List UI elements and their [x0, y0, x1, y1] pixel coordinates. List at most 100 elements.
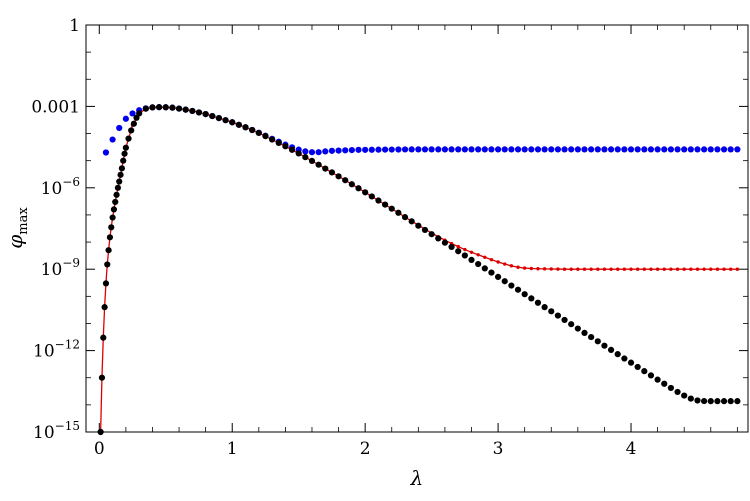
- data-point: [669, 267, 673, 271]
- data-point: [689, 267, 693, 271]
- y-tick-label-base: 10: [41, 179, 63, 199]
- data-point: [421, 146, 429, 153]
- data-point: [328, 147, 336, 154]
- data-point: [701, 146, 708, 153]
- data-point: [308, 149, 316, 156]
- data-point: [269, 136, 276, 143]
- data-point: [209, 112, 216, 120]
- x-tick-label: 3: [493, 439, 504, 459]
- data-point: [441, 146, 449, 153]
- data-point: [401, 214, 409, 221]
- data-point: [408, 218, 415, 225]
- data-point: [136, 110, 143, 117]
- data-point: [647, 146, 655, 153]
- data-point: [110, 206, 118, 213]
- data-point: [476, 253, 480, 257]
- data-point: [720, 146, 728, 153]
- data-point: [621, 146, 628, 153]
- data-point: [195, 109, 203, 116]
- data-point: [588, 146, 595, 153]
- data-point: [129, 110, 136, 117]
- data-point: [569, 267, 573, 271]
- data-point: [242, 124, 249, 131]
- data-point: [106, 234, 114, 241]
- y-tick-label-base: 10: [41, 260, 63, 280]
- data-point: [554, 146, 562, 153]
- data-point: [662, 267, 666, 271]
- data-point: [302, 148, 309, 155]
- data-point: [408, 146, 415, 153]
- data-point: [108, 224, 115, 231]
- data-point: [581, 146, 588, 153]
- data-point: [295, 150, 302, 157]
- data-point: [528, 146, 535, 153]
- data-point: [182, 106, 189, 113]
- data-point: [355, 185, 362, 192]
- y-tick-label-base: 10: [33, 423, 55, 443]
- data-point: [722, 267, 726, 271]
- data-point: [116, 124, 123, 132]
- data-point: [701, 397, 708, 405]
- series-2: [98, 105, 740, 434]
- data-point: [654, 376, 661, 383]
- data-point: [548, 308, 555, 315]
- data-point: [109, 214, 116, 221]
- data-point: [229, 119, 236, 126]
- data-point: [601, 146, 608, 153]
- y-tick-label-exponent: −9: [62, 256, 80, 270]
- data-point: [113, 191, 120, 198]
- data-point: [714, 398, 721, 405]
- data-point: [609, 267, 613, 271]
- data-point: [97, 428, 104, 436]
- data-point: [489, 257, 494, 262]
- data-point: [667, 146, 675, 153]
- data-point: [322, 148, 329, 155]
- data-point: [114, 184, 121, 191]
- data-point: [607, 146, 615, 153]
- data-point: [521, 291, 528, 298]
- data-point: [549, 267, 553, 271]
- data-point: [335, 147, 342, 154]
- data-point: [249, 126, 256, 134]
- data-point: [125, 135, 132, 142]
- data-point: [674, 388, 681, 396]
- data-point: [120, 157, 127, 164]
- data-point: [98, 374, 106, 381]
- data-point: [156, 104, 163, 111]
- data-point: [634, 363, 641, 371]
- data-point: [368, 146, 375, 153]
- data-point: [322, 165, 329, 172]
- data-point: [481, 146, 488, 153]
- data-point: [262, 133, 269, 140]
- data-point: [503, 262, 507, 266]
- data-point: [189, 107, 196, 115]
- data-point: [514, 146, 522, 153]
- data-point: [348, 147, 355, 154]
- data-point: [401, 146, 409, 153]
- data-point: [421, 226, 429, 234]
- data-point: [702, 267, 706, 271]
- data-point: [687, 146, 694, 153]
- y-axis-label: φmax: [3, 207, 31, 249]
- data-point: [342, 147, 349, 154]
- data-point: [629, 267, 633, 271]
- data-point: [661, 146, 668, 153]
- data-point: [561, 146, 568, 153]
- y-tick-label: 10−9: [41, 256, 80, 280]
- data-point: [562, 267, 567, 271]
- data-point: [508, 282, 515, 289]
- data-point: [202, 111, 209, 118]
- series-layer: [97, 104, 741, 436]
- data-point: [101, 304, 108, 311]
- data-point: [641, 146, 648, 153]
- data-point: [561, 316, 568, 324]
- data-point: [100, 334, 107, 341]
- data-point: [415, 222, 422, 229]
- data-point: [642, 267, 647, 271]
- data-point: [382, 146, 389, 153]
- data-point: [475, 260, 482, 268]
- data-point: [581, 329, 588, 336]
- data-point: [448, 243, 455, 251]
- data-point: [275, 139, 282, 147]
